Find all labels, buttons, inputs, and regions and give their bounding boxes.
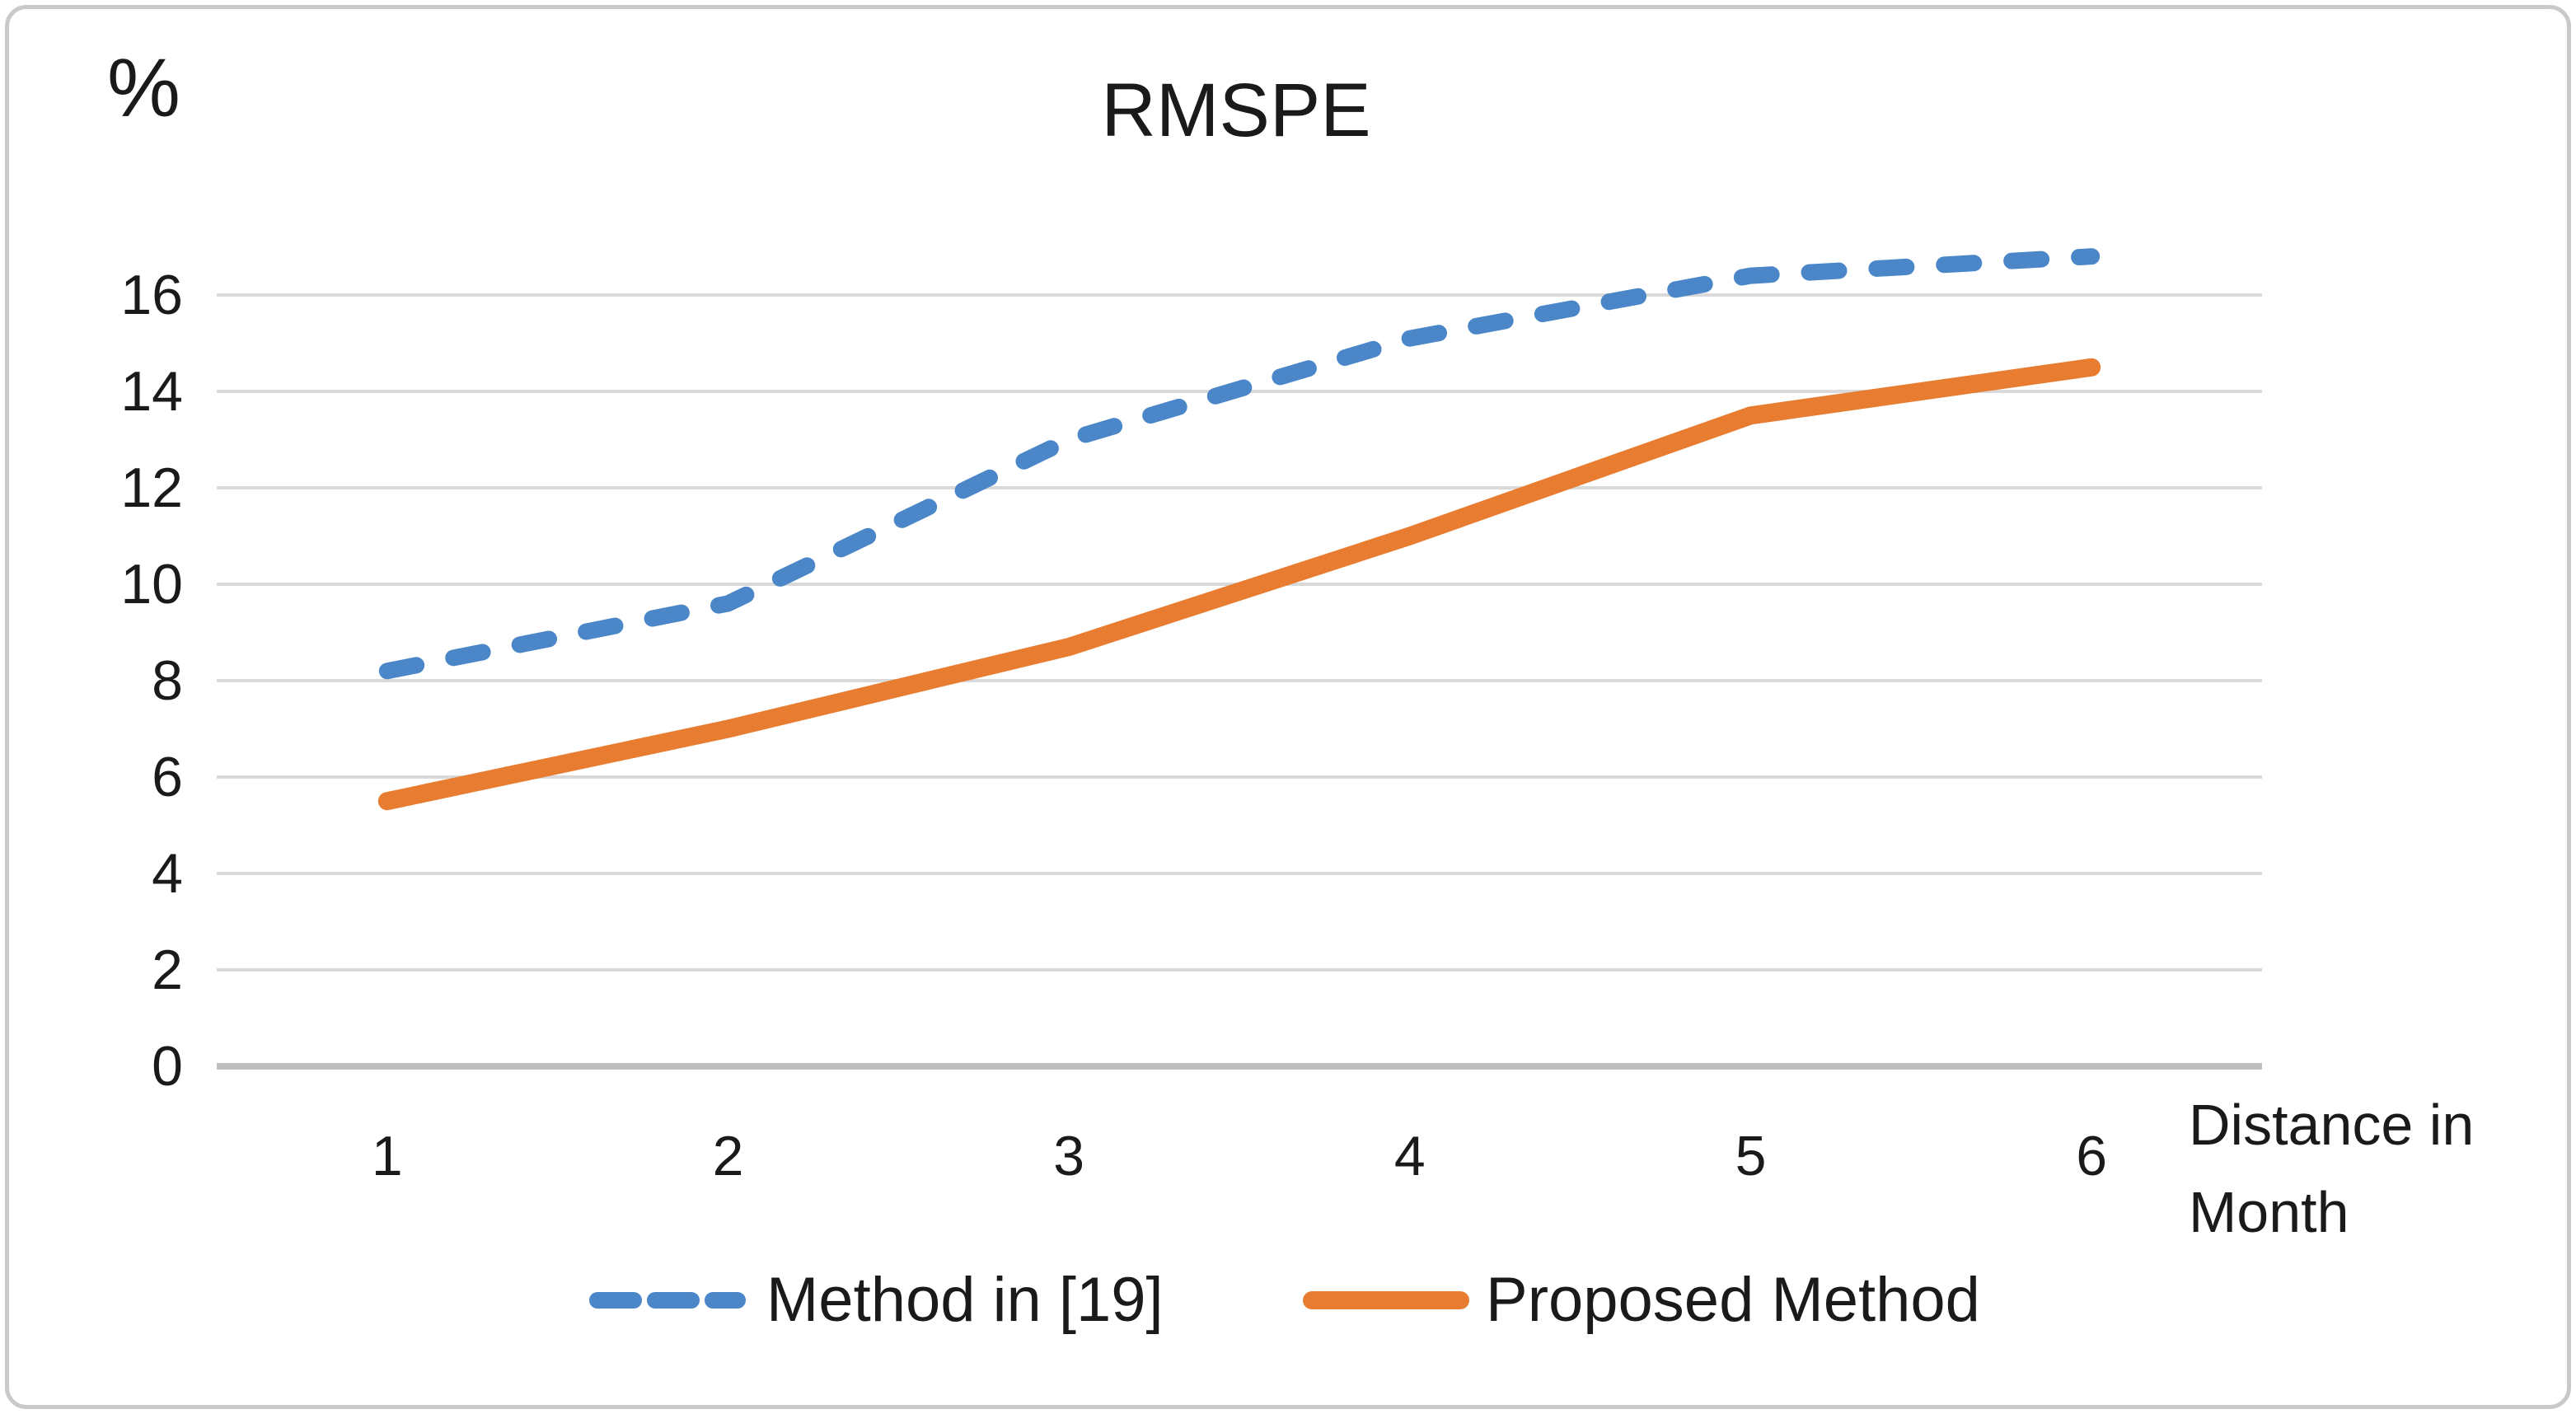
x-tick-label: 1 [371,1125,403,1187]
x-tick-label: 2 [712,1125,744,1187]
x-tick-label: 6 [2076,1125,2108,1187]
x-axis-title-line2: Month [2189,1180,2349,1244]
y-tick-label: 0 [152,1035,183,1098]
x-axis-title: Distance in Month [2189,1081,2474,1256]
series-line-0 [378,248,2101,680]
chart-title: RMSPE [1101,68,1371,152]
legend-swatch-method-19 [589,1292,746,1309]
x-tick-label: 4 [1393,1125,1426,1187]
legend-swatch-proposed [1303,1291,1469,1309]
y-tick-label: 12 [120,457,183,519]
series-lines [377,248,2101,811]
x-tick-label: 5 [1735,1125,1767,1187]
chart-frame-border [5,5,2571,1409]
legend-label-method-19: Method in [19] [766,1265,1164,1335]
y-tick-label: 14 [120,360,183,423]
y-tick-label: 6 [152,746,183,808]
y-tick-label: 16 [120,264,183,326]
y-tick-label: 2 [152,939,183,1001]
x-tick-label: 3 [1053,1125,1085,1187]
legend-label-proposed: Proposed Method [1486,1265,1980,1335]
x-axis-title-line1: Distance in [2189,1093,2475,1157]
series-line-1 [377,358,2101,811]
y-axis-unit-label: % [107,42,180,134]
y-tick-label: 4 [152,842,183,905]
y-tick-label: 10 [120,553,183,616]
y-tick-label: 8 [152,649,183,712]
gridlines [217,293,2262,1070]
